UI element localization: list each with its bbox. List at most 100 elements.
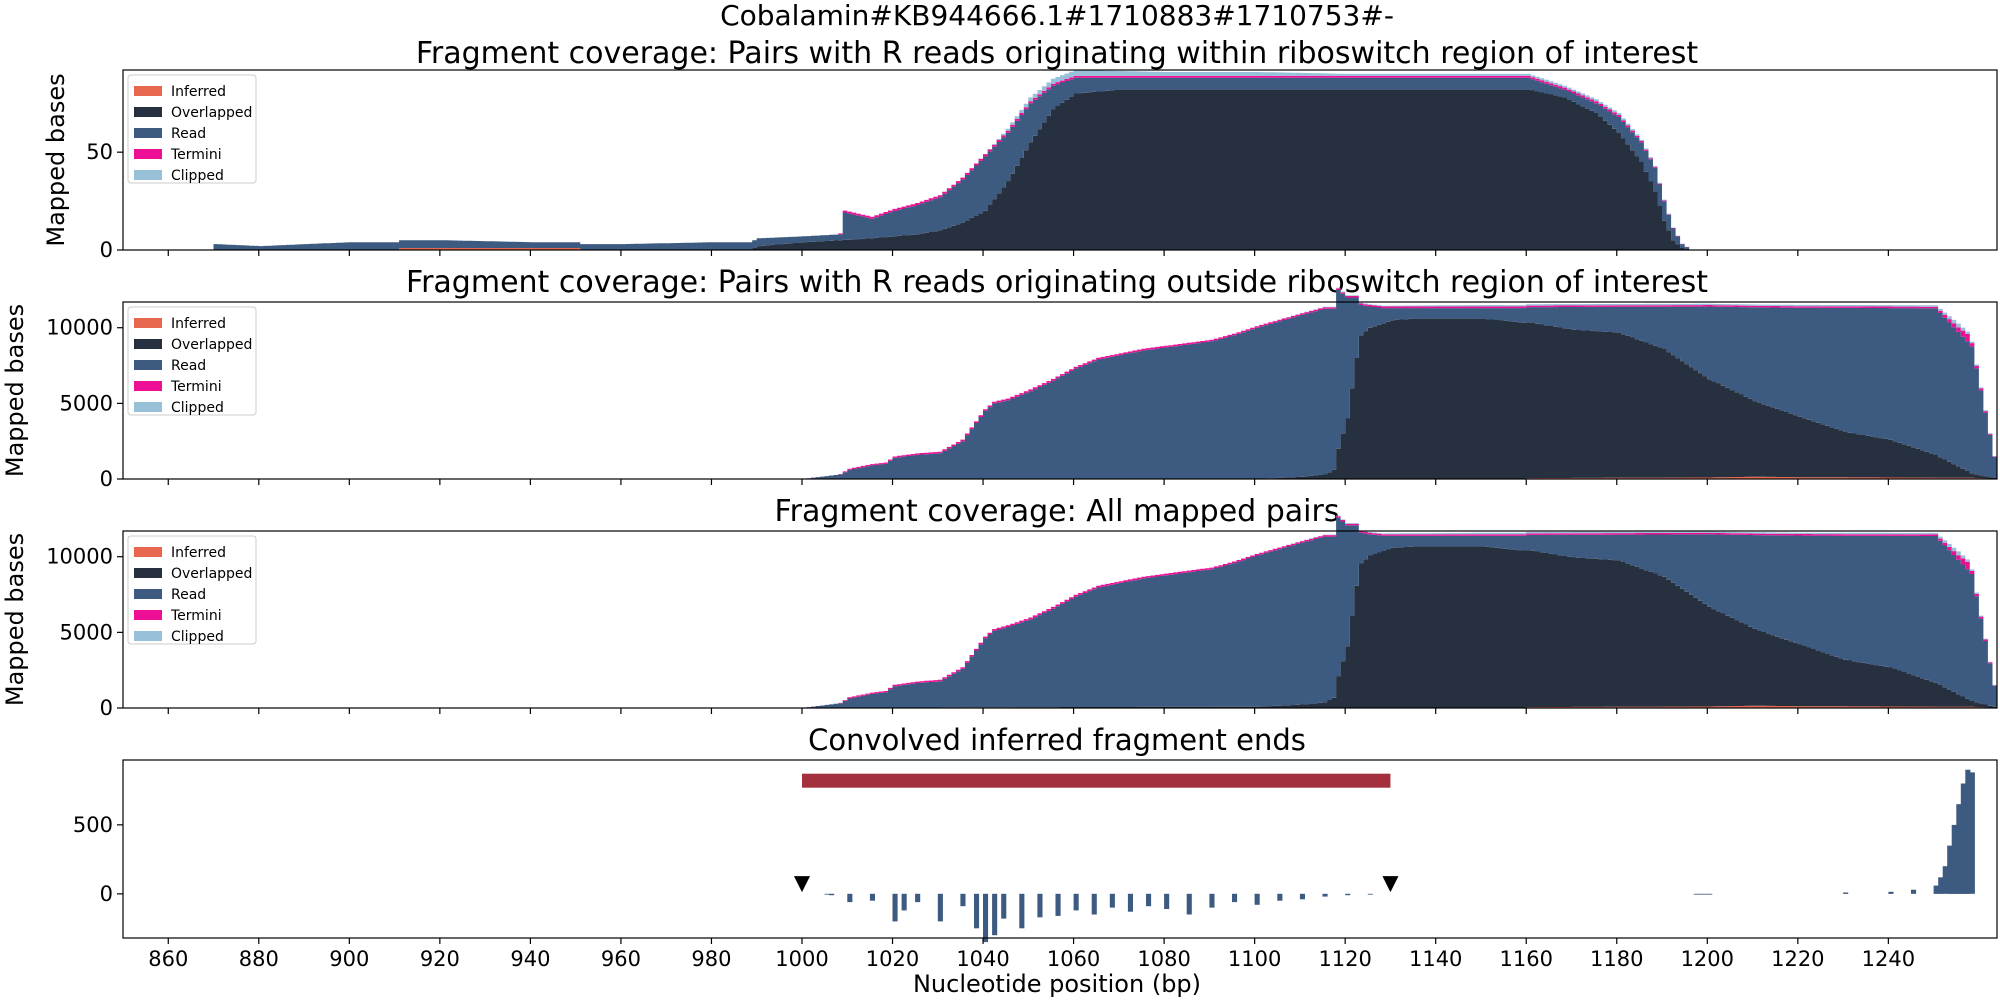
legend-label-overlapped: Overlapped [171,566,252,582]
x-tick-label: 1040 [956,947,1009,971]
legend-swatch-read [134,128,162,138]
bar [992,893,998,936]
chart-title: Fragment coverage: Pairs with R reads or… [416,36,1699,71]
legend-swatch-termini [134,381,162,391]
bar [1055,893,1061,916]
series-read-area [213,517,2000,708]
legend-swatch-overlapped [134,339,162,349]
legend-swatch-termini [134,610,162,620]
x-tick-label: 880 [239,947,279,971]
legend-label-read: Read [171,587,206,603]
legend-swatch-read [134,360,162,370]
x-tick-label: 1020 [866,947,919,971]
chart-panel-2: Fragment coverage: Pairs with R reads or… [1,265,2000,491]
bar [1960,783,1966,894]
bar [1254,893,1260,905]
legend-label-clipped: Clipped [171,168,224,184]
series-overlapped-area [213,89,2000,250]
bar [974,893,980,929]
legend-label-termini: Termini [170,608,222,624]
legend-swatch-inferred [134,86,162,96]
x-tick-label: 1220 [1771,947,1824,971]
y-tick-label: 5000 [60,391,113,415]
x-tick-label: 1100 [1228,947,1281,971]
x-tick-label: 1200 [1681,947,1734,971]
bar [1277,893,1283,901]
bar [1702,893,1708,895]
y-axis-label: Mapped bases [42,73,70,246]
legend-swatch-clipped [134,402,162,412]
x-tick-label: 960 [601,947,641,971]
x-tick-label: 1000 [775,947,828,971]
legend-swatch-overlapped [134,107,162,117]
legend-swatch-clipped [134,170,162,180]
bar [1947,845,1953,894]
legend-label-read: Read [171,358,206,374]
bar [983,893,989,943]
x-tick-label: 1180 [1590,947,1643,971]
legend-label-read: Read [171,126,206,142]
bar [1146,893,1152,907]
bar [829,893,835,896]
legend: Inferred Overlapped Read Termini Clipped [127,535,257,645]
bar [1037,893,1043,918]
bar [824,893,830,895]
legend-swatch-termini [134,149,162,159]
x-tick-label: 860 [148,947,188,971]
bar [1707,893,1713,895]
bar [1073,893,1079,911]
y-tick-label: 0 [100,882,113,906]
axes-frame [122,759,1998,939]
region-bar [801,773,1391,788]
bar [869,893,875,901]
x-tick-label: 1060 [1047,947,1100,971]
chart-title: Fragment coverage: Pairs with R reads or… [406,265,1708,300]
series-termini-area [213,288,2000,479]
bar [1209,893,1215,908]
chart-panels: Fragment coverage: Pairs with R reads or… [1,36,2000,971]
y-tick-label: 0 [100,238,113,262]
bar [1232,893,1238,903]
x-axis-label: Nucleotide position (bp) [913,970,1201,998]
series-termini-area [213,516,2000,708]
bar [1698,893,1704,895]
legend-swatch-inferred [134,318,162,328]
y-axis-label: Mapped bases [1,533,29,706]
legend-swatch-overlapped [134,568,162,578]
y-tick-label: 0 [100,696,113,720]
legend-label-overlapped: Overlapped [171,337,252,353]
bar [960,893,966,907]
bar [1345,893,1351,896]
bar [1186,893,1192,915]
axes-frame [122,530,1998,709]
bar [1969,772,1975,894]
bar [1299,893,1305,900]
legend-swatch-inferred [134,547,162,557]
legend-swatch-read [134,589,162,599]
bar [1109,893,1115,908]
bar [1933,885,1939,894]
figure-suptitle: Cobalamin#KB944666.1#1710883#1710753#- [720,0,1394,32]
y-tick-label: 10000 [46,316,113,340]
y-tick-label: 0 [100,467,113,491]
bar [1942,866,1948,894]
bar [1322,893,1328,897]
legend-label-clipped: Clipped [171,629,224,645]
axes-frame [122,69,1998,251]
x-tick-label: 1080 [1137,947,1190,971]
axes-frame [122,301,1998,480]
bar [847,893,853,903]
y-tick-label: 10000 [46,545,113,569]
legend-label-inferred: Inferred [171,316,226,332]
bar [1951,824,1957,894]
chart-title: Convolved inferred fragment ends [808,723,1306,757]
x-tick-label: 1140 [1409,947,1462,971]
bar [1019,893,1025,929]
legend-label-clipped: Clipped [171,400,224,416]
bar [892,893,898,922]
bar [1164,893,1170,909]
bar [1911,889,1917,894]
x-tick-label: 1160 [1500,947,1553,971]
legend-label-termini: Termini [170,379,222,395]
